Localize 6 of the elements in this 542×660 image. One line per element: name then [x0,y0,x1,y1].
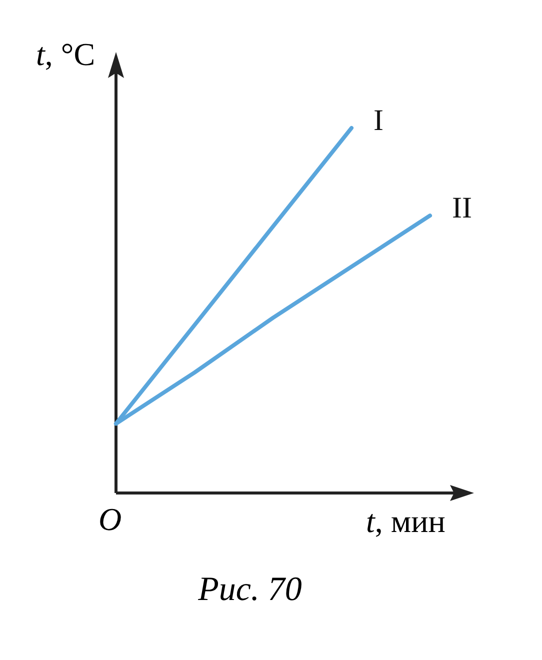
series-label: I [374,104,384,137]
text: O [98,501,122,537]
y-axis-title: t, °C [36,36,96,72]
x-axis-title: t, мин [366,503,446,539]
series-label: II [452,192,472,225]
text: Рис. 70 [197,571,302,608]
